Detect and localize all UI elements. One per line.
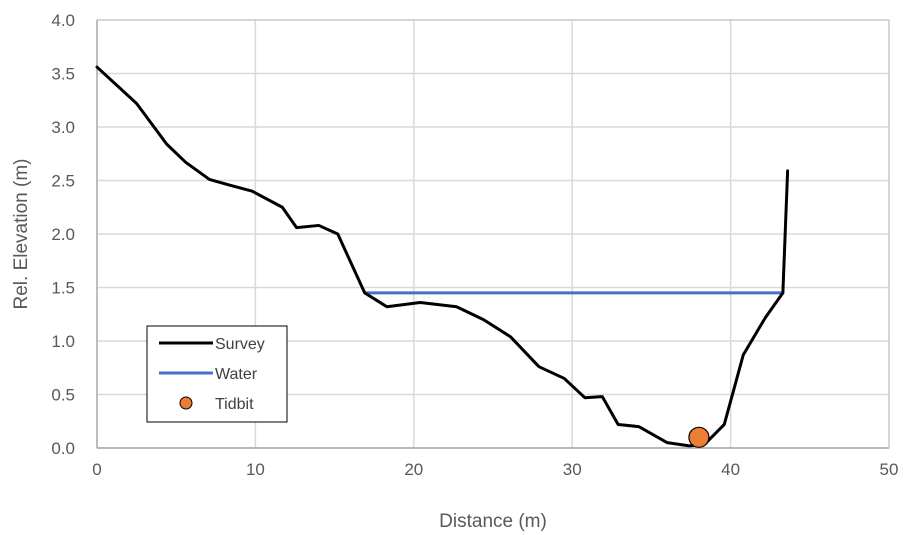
y-tick-label: 0.0	[51, 439, 75, 458]
x-tick-label: 10	[246, 460, 265, 479]
y-tick-label: 4.0	[51, 11, 75, 30]
x-axis-title: Distance (m)	[439, 511, 547, 532]
data-point-tidbit	[688, 426, 710, 448]
series-layer	[95, 65, 790, 448]
legend: Survey Water Tidbit	[146, 325, 288, 423]
y-axis-title: Rel. Elevation (m)	[11, 159, 32, 310]
legend-swatch-tidbit	[179, 396, 193, 410]
tick-labels: 0 10 20 30 40 50 0.0 0.5 1.0 1.5 2.0 2.5 3.0 3.5 4.0	[51, 11, 898, 479]
y-tick-label: 2.5	[51, 172, 75, 191]
x-tick-label: 40	[721, 460, 740, 479]
x-tick-label: 50	[880, 460, 899, 479]
y-tick-label: 0.5	[51, 386, 75, 405]
x-tick-label: 30	[563, 460, 582, 479]
y-tick-label: 3.5	[51, 65, 75, 84]
y-tick-label: 2.0	[51, 225, 75, 244]
x-tick-label: 0	[92, 460, 101, 479]
x-tick-label: 20	[404, 460, 423, 479]
plot-area-border	[96, 19, 890, 449]
y-tick-label: 3.0	[51, 118, 75, 137]
y-tick-label: 1.0	[51, 332, 75, 351]
y-tick-label: 1.5	[51, 279, 75, 298]
legend-label-tidbit: Tidbit	[215, 396, 254, 413]
legend-label-water: Water	[215, 366, 258, 383]
legend-label-survey: Survey	[215, 336, 265, 353]
